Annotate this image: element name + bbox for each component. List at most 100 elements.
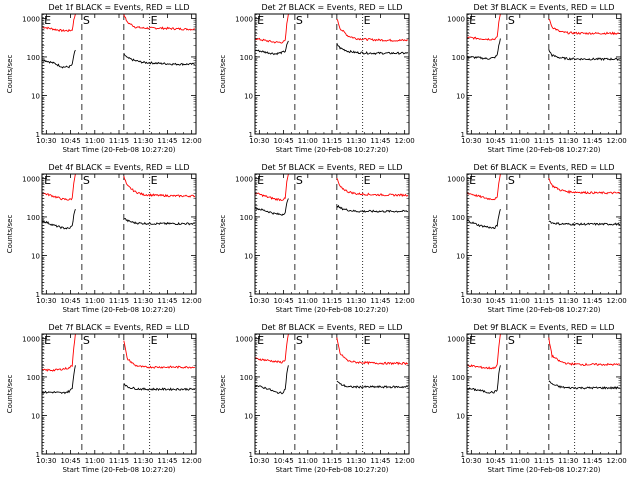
x-tick-label: 11:00 bbox=[298, 457, 318, 465]
chart-title: Det 3f BLACK = Events, RED = LLD bbox=[473, 3, 614, 12]
y-tick-label: 1000 bbox=[447, 335, 465, 343]
x-tick-label: 11:00 bbox=[510, 297, 530, 305]
x-tick-label: 11:15 bbox=[322, 457, 342, 465]
x-tick-label: 11:00 bbox=[510, 137, 530, 145]
marker-label: E bbox=[469, 174, 476, 187]
x-tick-label: 12:00 bbox=[607, 137, 627, 145]
marker-label: S bbox=[296, 14, 303, 27]
x-tick-label: 12:00 bbox=[182, 457, 202, 465]
x-tick-label: 11:00 bbox=[85, 457, 105, 465]
chart-title: Det 5f BLACK = Events, RED = LLD bbox=[261, 163, 402, 172]
y-tick-label: 100 bbox=[452, 214, 465, 222]
x-tick-label: 11:45 bbox=[370, 137, 390, 145]
x-tick-label: 10:30 bbox=[249, 137, 269, 145]
y-tick-label: 1 bbox=[461, 131, 465, 139]
series-events-line bbox=[336, 204, 409, 213]
series-lld-line bbox=[467, 13, 501, 41]
series-events-line bbox=[123, 383, 196, 392]
series-events-line bbox=[548, 220, 621, 227]
chart-panel-9: Det 9f BLACK = Events, RED = LLD Counts/s… bbox=[431, 323, 627, 474]
y-tick-label: 10 bbox=[456, 252, 465, 260]
x-tick-label: 11:00 bbox=[298, 137, 318, 145]
x-tick-label: 11:30 bbox=[346, 457, 366, 465]
x-tick-label: 11:30 bbox=[133, 457, 153, 465]
x-axis-label: Start Time (20-Feb-08 10:27:20) bbox=[487, 146, 600, 154]
marker-label: E bbox=[257, 14, 264, 27]
y-tick-label: 1 bbox=[461, 291, 465, 299]
marker-label: E bbox=[576, 14, 583, 27]
chart-panel-2: Det 2f BLACK = Events, RED = LLD Counts/s… bbox=[219, 3, 415, 154]
series-lld-line bbox=[42, 173, 76, 201]
y-tick-label: 10 bbox=[244, 252, 253, 260]
x-tick-label: 10:45 bbox=[485, 297, 505, 305]
y-axis-label: Counts/sec bbox=[6, 215, 14, 254]
chart-panel-8: Det 8f BLACK = Events, RED = LLD Counts/s… bbox=[219, 323, 415, 474]
x-tick-label: 10:45 bbox=[60, 457, 80, 465]
series-lld-line bbox=[336, 177, 409, 198]
marker-label: S bbox=[296, 174, 303, 187]
y-axis-label: Counts/sec bbox=[431, 55, 439, 94]
y-tick-label: 1000 bbox=[22, 175, 40, 183]
x-tick-label: 11:45 bbox=[582, 457, 602, 465]
plot-frame bbox=[41, 333, 197, 455]
x-tick-label: 11:15 bbox=[109, 457, 129, 465]
y-tick-label: 10 bbox=[31, 252, 40, 260]
x-tick-label: 10:45 bbox=[60, 137, 80, 145]
y-axis-label: Counts/sec bbox=[6, 375, 14, 414]
chart-panel-5: Det 5f BLACK = Events, RED = LLD Counts/s… bbox=[219, 163, 415, 314]
chart-title: Det 2f BLACK = Events, RED = LLD bbox=[261, 3, 402, 12]
y-tick-label: 1 bbox=[36, 131, 40, 139]
y-tick-label: 1 bbox=[249, 451, 253, 459]
marker-label: E bbox=[151, 334, 158, 347]
series-lld-line bbox=[255, 333, 289, 364]
y-tick-label: 10 bbox=[31, 412, 40, 420]
y-tick-label: 1000 bbox=[235, 15, 253, 23]
series-lld-line bbox=[123, 14, 196, 31]
x-tick-label: 11:00 bbox=[85, 137, 105, 145]
x-tick-label: 10:45 bbox=[485, 457, 505, 465]
y-tick-label: 1 bbox=[249, 131, 253, 139]
y-axis-label: Counts/sec bbox=[219, 215, 227, 254]
series-events-line bbox=[548, 49, 620, 61]
plot-frame bbox=[466, 333, 622, 455]
y-tick-label: 1000 bbox=[447, 15, 465, 23]
x-axis-label: Start Time (20-Feb-08 10:27:20) bbox=[62, 146, 175, 154]
marker-label: S bbox=[83, 174, 90, 187]
x-axis-label: Start Time (20-Feb-08 10:27:20) bbox=[275, 306, 388, 314]
y-axis-label: Counts/sec bbox=[431, 375, 439, 414]
x-tick-label: 11:15 bbox=[109, 297, 129, 305]
x-tick-label: 11:45 bbox=[582, 137, 602, 145]
chart-title: Det 7f BLACK = Events, RED = LLD bbox=[48, 323, 189, 332]
y-tick-label: 1 bbox=[36, 291, 40, 299]
x-tick-label: 11:15 bbox=[534, 457, 554, 465]
y-axis-label: Counts/sec bbox=[6, 55, 14, 94]
x-tick-label: 10:30 bbox=[249, 457, 269, 465]
marker-label: S bbox=[508, 174, 515, 187]
series-events-line bbox=[467, 365, 501, 394]
y-tick-label: 100 bbox=[240, 54, 253, 62]
x-tick-label: 11:45 bbox=[370, 457, 390, 465]
marker-label: E bbox=[364, 174, 371, 187]
chart-panel-4: Det 4f BLACK = Events, RED = LLD Counts/s… bbox=[6, 163, 202, 314]
marker-label: S bbox=[83, 14, 90, 27]
x-tick-label: 11:15 bbox=[109, 137, 129, 145]
y-tick-label: 100 bbox=[27, 214, 40, 222]
x-tick-label: 12:00 bbox=[395, 297, 415, 305]
x-tick-label: 11:45 bbox=[582, 297, 602, 305]
x-tick-label: 11:45 bbox=[157, 137, 177, 145]
y-tick-label: 1 bbox=[461, 451, 465, 459]
marker-label: E bbox=[364, 14, 371, 27]
marker-label: E bbox=[576, 174, 583, 187]
series-events-line bbox=[41, 365, 76, 395]
marker-label: S bbox=[508, 14, 515, 27]
x-tick-label: 11:15 bbox=[534, 137, 554, 145]
x-tick-label: 11:30 bbox=[133, 137, 153, 145]
x-tick-label: 11:45 bbox=[370, 297, 390, 305]
series-events-line bbox=[336, 380, 409, 389]
marker-label: E bbox=[44, 14, 51, 27]
series-events-line bbox=[41, 208, 76, 230]
series-lld-line bbox=[42, 333, 76, 372]
x-tick-label: 11:00 bbox=[298, 297, 318, 305]
marker-label: S bbox=[296, 334, 303, 347]
plot-frame bbox=[254, 13, 410, 135]
